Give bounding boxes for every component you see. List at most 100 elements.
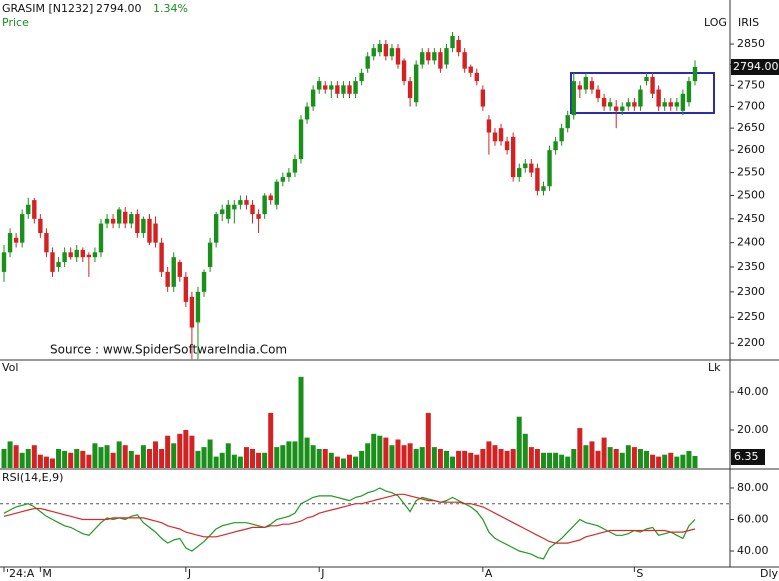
candle-body xyxy=(32,200,37,219)
volume-bar xyxy=(425,412,431,468)
volume-bar xyxy=(13,445,19,468)
volume-bar xyxy=(189,435,195,468)
volume-bar xyxy=(474,454,480,468)
candle-body xyxy=(426,52,431,61)
candle-body xyxy=(395,48,401,65)
volume-bar xyxy=(1,449,7,468)
volume-bar xyxy=(377,435,383,468)
candle-body xyxy=(310,89,316,107)
candle-body xyxy=(171,257,176,287)
candle-body xyxy=(650,76,655,94)
candle-body xyxy=(450,35,455,49)
volume-bar xyxy=(268,412,274,468)
volume-bar xyxy=(104,445,110,468)
volume-bar xyxy=(219,452,225,468)
candle-body xyxy=(110,218,116,224)
candle-body xyxy=(286,172,292,178)
volume-panel-title: Vol xyxy=(2,361,18,374)
volume-bar xyxy=(183,430,189,468)
volume-bar xyxy=(213,456,219,468)
volume-bar xyxy=(625,445,631,468)
candle-body xyxy=(559,128,564,142)
volume-bar xyxy=(613,449,619,468)
candle-body xyxy=(577,85,583,90)
volume-bar xyxy=(207,439,213,468)
candle-body xyxy=(438,52,443,69)
y-tick-label: 2350 xyxy=(737,260,765,273)
x-tick-label: S xyxy=(636,567,643,580)
candle-body xyxy=(123,211,128,224)
volume-bar xyxy=(159,449,165,468)
y-tick-label: 2250 xyxy=(737,310,765,323)
candle-body xyxy=(589,81,595,90)
volume-bar xyxy=(274,447,280,468)
candle-body xyxy=(177,262,182,277)
volume-bar xyxy=(571,449,577,468)
volume-bar xyxy=(680,454,686,468)
volume-bar xyxy=(443,450,449,468)
volume-bar xyxy=(419,447,425,468)
volume-bar xyxy=(516,416,522,468)
candle-body xyxy=(298,119,304,160)
volume-bar xyxy=(383,437,389,468)
volume-bar xyxy=(619,452,625,468)
volume-bar xyxy=(31,445,37,468)
rsi-line xyxy=(3,493,696,544)
volume-bar xyxy=(650,454,656,468)
candle-body xyxy=(359,72,364,82)
candle-body xyxy=(523,163,528,169)
candle-body xyxy=(165,271,170,287)
volume-bar xyxy=(401,445,407,468)
candle-body xyxy=(250,204,255,215)
volume-bar xyxy=(595,450,601,468)
candle-body xyxy=(456,40,461,53)
volume-bar xyxy=(389,445,395,468)
volume-bar xyxy=(292,441,298,468)
volume-bar xyxy=(116,441,122,468)
candle-body xyxy=(135,214,140,234)
volume-bar xyxy=(201,447,207,468)
y-tick-label: 2450 xyxy=(737,212,765,225)
candle-body xyxy=(220,209,225,215)
volume-bar xyxy=(395,439,401,468)
volume-bar xyxy=(140,445,146,468)
last-volume-box xyxy=(731,449,765,465)
y-tick-label: 2400 xyxy=(737,236,765,249)
volume-unit: Lk xyxy=(708,361,721,374)
volume-bar xyxy=(98,447,104,468)
volume-bar xyxy=(480,449,486,468)
candle-body xyxy=(316,81,322,90)
volume-bar xyxy=(492,445,498,468)
volume-bar xyxy=(92,443,98,468)
scale-label: LOG xyxy=(704,16,727,29)
candle-body xyxy=(159,242,164,272)
volume-bar xyxy=(359,450,365,468)
volume-bar xyxy=(686,450,692,468)
volume-bar xyxy=(243,447,249,468)
volume-bar xyxy=(7,441,13,468)
volume-bar xyxy=(37,454,43,468)
change: 1.34% xyxy=(153,2,188,15)
candle-body xyxy=(529,163,534,173)
volume-bar xyxy=(577,428,583,468)
candle-body xyxy=(50,252,55,272)
candle-body xyxy=(474,72,479,82)
y-tick-label: 20.00 xyxy=(737,423,769,436)
candle-body xyxy=(486,119,492,133)
candle-body xyxy=(674,102,680,107)
y-tick-label: 60.00 xyxy=(737,512,769,525)
y-tick-label: 2700 xyxy=(737,100,765,113)
y-tick-label: 2650 xyxy=(737,121,765,134)
candle-body xyxy=(607,102,613,107)
candle-body xyxy=(553,141,558,151)
volume-bar xyxy=(365,443,371,468)
candle-body xyxy=(632,102,637,107)
volume-bar xyxy=(450,456,456,468)
volume-bar xyxy=(153,441,159,468)
candle-body xyxy=(686,81,692,103)
y-tick-label: 40.00 xyxy=(737,385,769,398)
volume-bar xyxy=(128,450,134,468)
